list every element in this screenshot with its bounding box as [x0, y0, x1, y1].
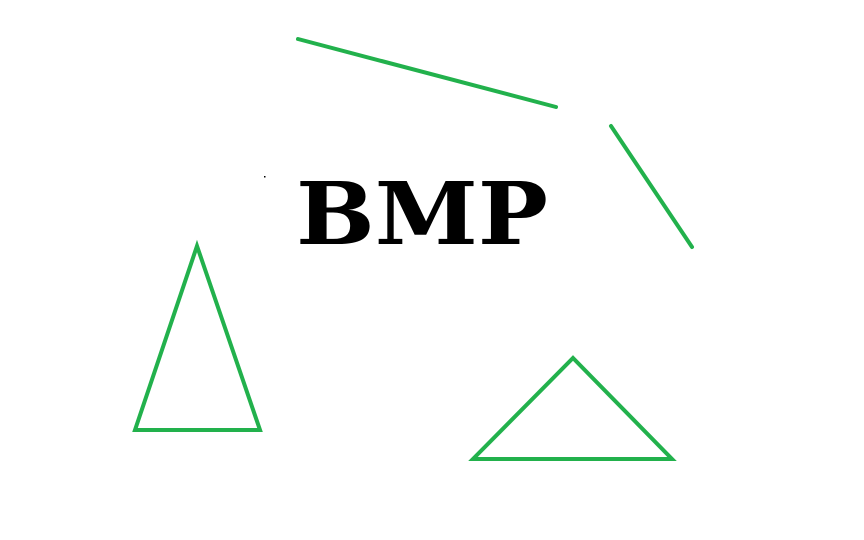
- left-triangle: [132, 239, 263, 432]
- stray-dot: [264, 176, 266, 178]
- bmp-label: BMP: [296, 164, 548, 265]
- right-triangle: [468, 355, 677, 461]
- right-line: [609, 124, 694, 249]
- top-line: [296, 37, 558, 109]
